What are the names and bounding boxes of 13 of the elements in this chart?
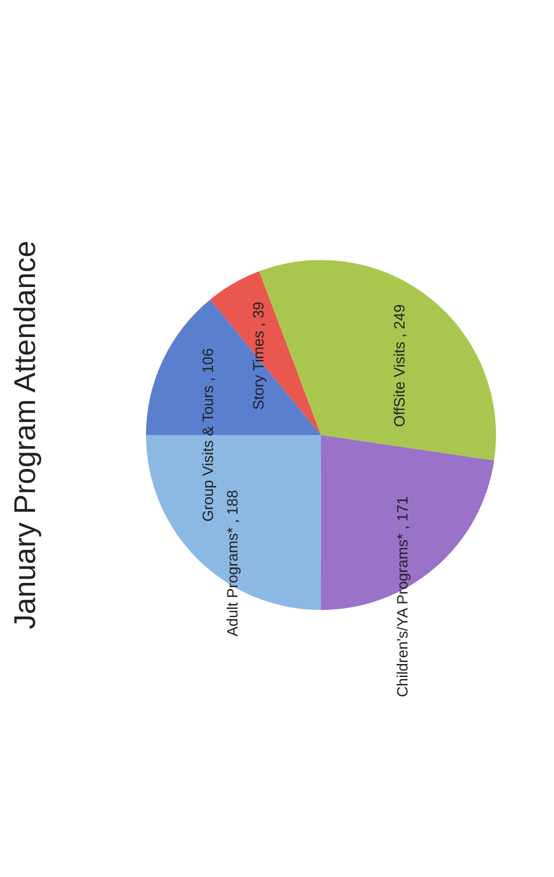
pie-slice [320,435,494,610]
slice-label: Story Times [250,330,268,410]
slice-label: Children's/YA Programs* [394,534,412,698]
data-label: , 171 [394,496,412,530]
data-label: , 249 [391,304,408,338]
slice-label: OffSite Visits [391,342,408,427]
data-label: , 106 [200,348,218,382]
data-label: , 188 [224,490,242,524]
text: January Program Attendance [9,240,42,630]
slice-label: Adult Programs* [224,527,242,637]
data-label: , 39 [250,302,268,327]
pie-slice [146,300,321,435]
slice-label: Group Visits & Tours [200,386,218,522]
